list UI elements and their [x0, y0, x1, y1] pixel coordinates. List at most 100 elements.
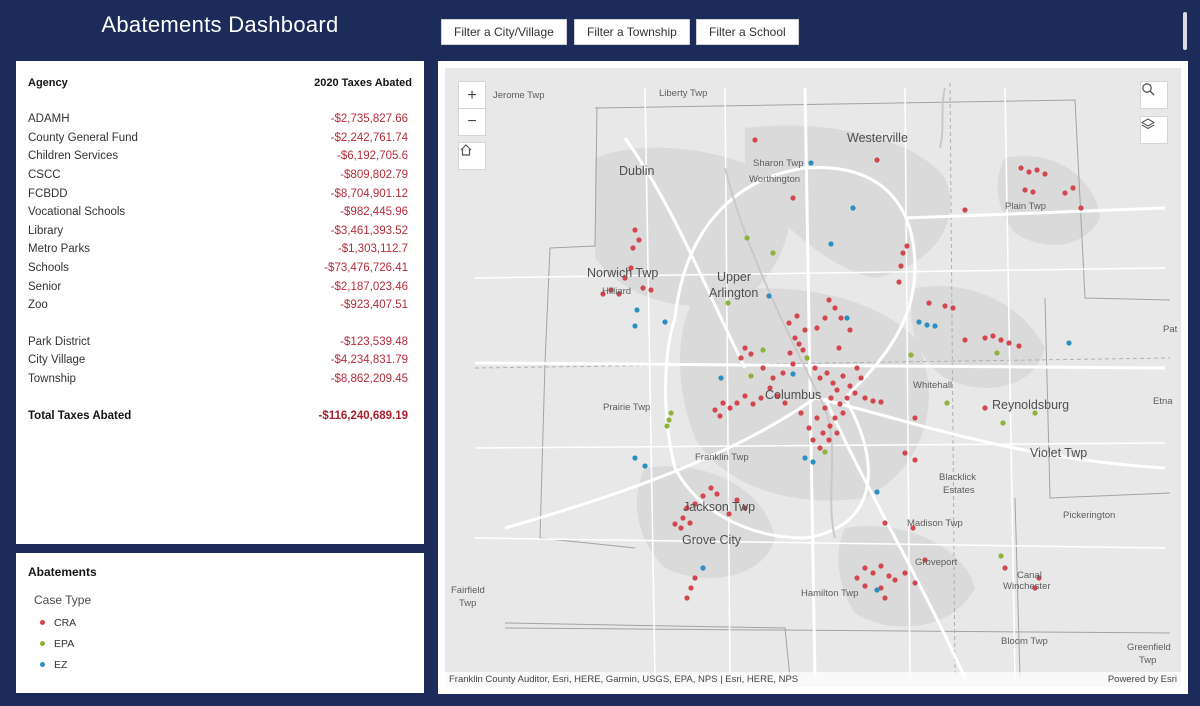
place-label: Bloom Twp — [1001, 636, 1048, 647]
layers-button[interactable] — [1140, 116, 1168, 144]
place-label: Groveport — [915, 557, 958, 568]
ez-dot-icon — [40, 662, 45, 667]
dashboard-title: Abatements Dashboard — [101, 12, 339, 37]
rivers — [724, 87, 946, 539]
abated-value: -$923,407.51 — [340, 299, 408, 312]
table-row: ADAMH -$2,735,827.66 — [28, 110, 412, 129]
table-row: FCBDD -$8,704,901.12 — [28, 184, 412, 203]
place-label: Hamilton Twp — [801, 588, 859, 599]
agency-name: Township — [28, 373, 76, 386]
place-label: Arlington — [709, 286, 759, 300]
abated-value: -$123,539.48 — [340, 335, 408, 348]
place-label: Winchester — [1003, 581, 1051, 592]
abated-value: -$73,476,726.41 — [324, 262, 408, 275]
agency-name: County General Fund — [28, 131, 138, 144]
place-label: Westerville — [847, 131, 908, 145]
table-row: County General Fund -$2,242,761.74 — [28, 129, 412, 148]
agency-name: Zoo — [28, 299, 48, 312]
home-button[interactable] — [458, 142, 486, 170]
place-label: Prairie Twp — [603, 402, 651, 413]
agency-name: City Village — [28, 354, 86, 367]
place-label: Pat — [1163, 324, 1178, 335]
place-label: Estates — [943, 485, 975, 496]
table-row: Metro Parks -$1,303,112.7 — [28, 240, 412, 259]
legend-item-epa: EPA — [40, 638, 412, 650]
abated-value: -$8,862,209.45 — [330, 373, 408, 386]
zoom-in-button[interactable]: + — [458, 81, 486, 109]
total-label: Total Taxes Abated — [28, 409, 132, 422]
legend-item-cra: CRA — [40, 616, 412, 629]
agency-name: Schools — [28, 262, 69, 275]
place-label: Grove City — [682, 533, 742, 547]
table-row: Township -$8,862,209.45 — [28, 370, 412, 389]
place-label: Dublin — [619, 164, 655, 178]
place-label: Twp — [1139, 655, 1157, 666]
filter-city-village-button[interactable]: Filter a City/Village — [441, 19, 567, 45]
table-body: ADAMH -$2,735,827.66 County General Fund -… — [28, 110, 412, 425]
place-label: Pickerington — [1063, 510, 1116, 521]
agency-name: Park District — [28, 335, 90, 348]
abated-value: -$982,445.96 — [340, 206, 408, 219]
table-row: Library -$3,461,393.52 — [28, 222, 412, 241]
abatement-points — [600, 137, 1084, 601]
epa-points — [664, 235, 1038, 559]
cra-points — [600, 137, 1084, 601]
place-label: Sharon Twp — [753, 158, 804, 169]
ez-points — [632, 160, 1072, 593]
scrollbar[interactable] — [1183, 12, 1187, 50]
abated-value: -$6,192,705.6 — [337, 150, 408, 163]
abated-value: -$809,802.79 — [340, 169, 408, 182]
legend-label: CRA — [54, 616, 77, 629]
place-label: Canal — [1017, 570, 1042, 581]
powered-by-text[interactable]: Powered by Esri — [1107, 674, 1177, 685]
agency-name: Library — [28, 224, 64, 237]
map-attribution: Franklin County Auditor, Esri, HERE, Gar… — [445, 672, 1181, 687]
roads — [474, 87, 1166, 679]
legend-panel: Abatements Case Type CRA EPA EZ — [16, 553, 424, 693]
place-label: Fairfield — [451, 585, 485, 596]
place-label: Whitehall — [913, 380, 953, 391]
total-value: -$116,240,689.19 — [318, 409, 408, 422]
map-panel: Jerome Twp Liberty Twp Westerville Sharo… — [438, 61, 1188, 694]
search-icon — [1142, 83, 1155, 96]
agency-name: Vocational Schools — [28, 206, 126, 219]
place-label: Hilliard — [602, 286, 632, 297]
legend-label: EZ — [54, 658, 68, 671]
table-row: Senior -$2,187,023.46 — [28, 277, 412, 296]
abated-value: -$1,303,112.7 — [337, 243, 408, 256]
table-row: Park District -$123,539.48 — [28, 333, 412, 352]
place-label: Norwich Twp — [587, 266, 659, 280]
home-icon — [460, 144, 472, 156]
place-label: Worthington — [749, 174, 801, 185]
place-label: Etna — [1153, 396, 1173, 407]
table-row: Vocational Schools -$982,445.96 — [28, 203, 412, 222]
place-label: Jerome Twp — [493, 90, 545, 101]
table-row: Children Services -$6,192,705.6 — [28, 147, 412, 166]
table-row: CSCC -$809,802.79 — [28, 166, 412, 185]
abated-value: -$4,234,831.79 — [330, 354, 408, 367]
search-button[interactable] — [1140, 81, 1168, 109]
agency-name: Metro Parks — [28, 243, 90, 256]
basemap — [474, 82, 1171, 679]
legend-title: Abatements — [28, 565, 97, 579]
zoom-out-button[interactable]: − — [458, 108, 486, 136]
place-label: Blacklick — [939, 472, 976, 483]
legend-item-ez: EZ — [40, 658, 412, 671]
total-row: Total Taxes Abated -$116,240,689.19 — [28, 406, 412, 425]
place-label: Twp — [459, 598, 477, 609]
map-view[interactable]: Jerome Twp Liberty Twp Westerville Sharo… — [445, 68, 1181, 687]
taxes-table-panel: Agency 2020 Taxes Abated ADAMH -$2,735,82… — [16, 61, 424, 544]
place-label: Liberty Twp — [659, 88, 708, 99]
place-label: Jackson Twp — [683, 500, 756, 514]
table-row: Schools -$73,476,726.41 — [28, 259, 412, 278]
filter-township-button[interactable]: Filter a Township — [574, 19, 690, 45]
filter-school-button[interactable]: Filter a School — [696, 19, 799, 45]
abated-value: -$8,704,901.12 — [330, 187, 408, 200]
place-label: Reynoldsburg — [992, 398, 1070, 412]
abated-value: -$3,461,393.52 — [330, 224, 408, 237]
place-label: Upper — [717, 270, 752, 284]
table-row: City Village -$4,234,831.79 — [28, 351, 412, 370]
abated-value: -$2,187,023.46 — [330, 280, 408, 293]
taxes-column-header: 2020 Taxes Abated — [314, 77, 412, 89]
legend-subtitle: Case Type — [34, 593, 92, 607]
